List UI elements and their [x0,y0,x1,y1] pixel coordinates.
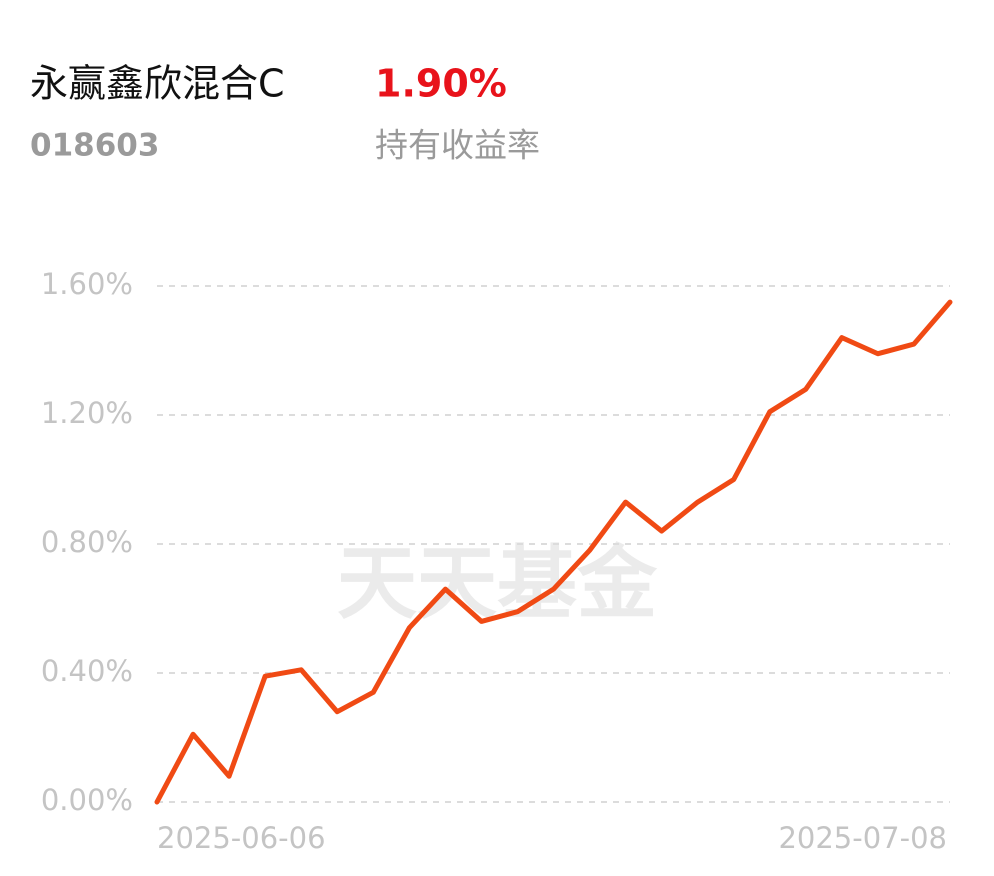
fund-code: 018603 [30,128,159,164]
return-label: 持有收益率 [375,126,540,165]
y-tick-label: 0.40% [41,654,133,688]
x-tick-label: 2025-07-08 [778,821,947,855]
y-tick-label: 1.20% [41,396,133,430]
y-tick-label: 0.00% [41,783,133,817]
return-value: 1.90% [375,62,507,106]
x-tick-label: 2025-06-06 [157,821,326,855]
y-tick-label: 1.60% [41,267,133,301]
line [154,299,953,805]
watermark: 天天基金 [337,536,658,630]
y-tick-label: 0.80% [41,525,133,559]
fund-name: 永赢鑫欣混合C [30,62,285,106]
